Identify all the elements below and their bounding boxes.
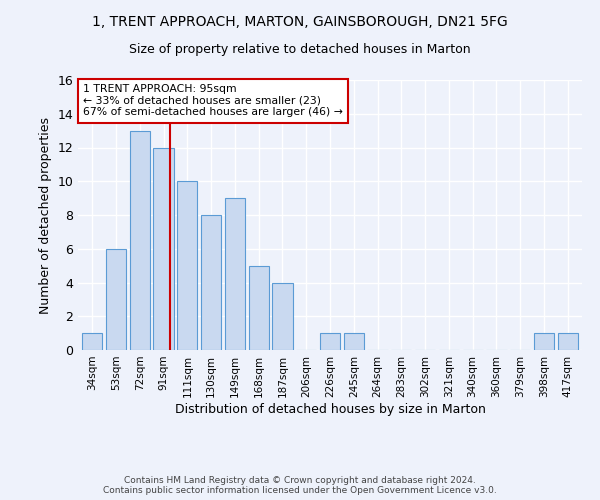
Bar [177, 181, 197, 350]
Text: Size of property relative to detached houses in Marton: Size of property relative to detached ho… [129, 42, 471, 56]
Bar [272, 282, 293, 350]
Text: 1 TRENT APPROACH: 95sqm
← 33% of detached houses are smaller (23)
67% of semi-de: 1 TRENT APPROACH: 95sqm ← 33% of detache… [83, 84, 343, 117]
X-axis label: Distribution of detached houses by size in Marton: Distribution of detached houses by size … [175, 402, 485, 415]
Bar [201, 215, 221, 350]
Y-axis label: Number of detached properties: Number of detached properties [39, 116, 52, 314]
Bar [225, 198, 245, 350]
Bar [154, 148, 173, 350]
Bar [82, 333, 103, 350]
Text: 1, TRENT APPROACH, MARTON, GAINSBOROUGH, DN21 5FG: 1, TRENT APPROACH, MARTON, GAINSBOROUGH,… [92, 15, 508, 29]
Bar [534, 333, 554, 350]
Bar [320, 333, 340, 350]
Bar [106, 249, 126, 350]
Bar [130, 130, 150, 350]
Bar [248, 266, 269, 350]
Bar [557, 333, 578, 350]
Text: Contains HM Land Registry data © Crown copyright and database right 2024.
Contai: Contains HM Land Registry data © Crown c… [103, 476, 497, 495]
Bar [344, 333, 364, 350]
